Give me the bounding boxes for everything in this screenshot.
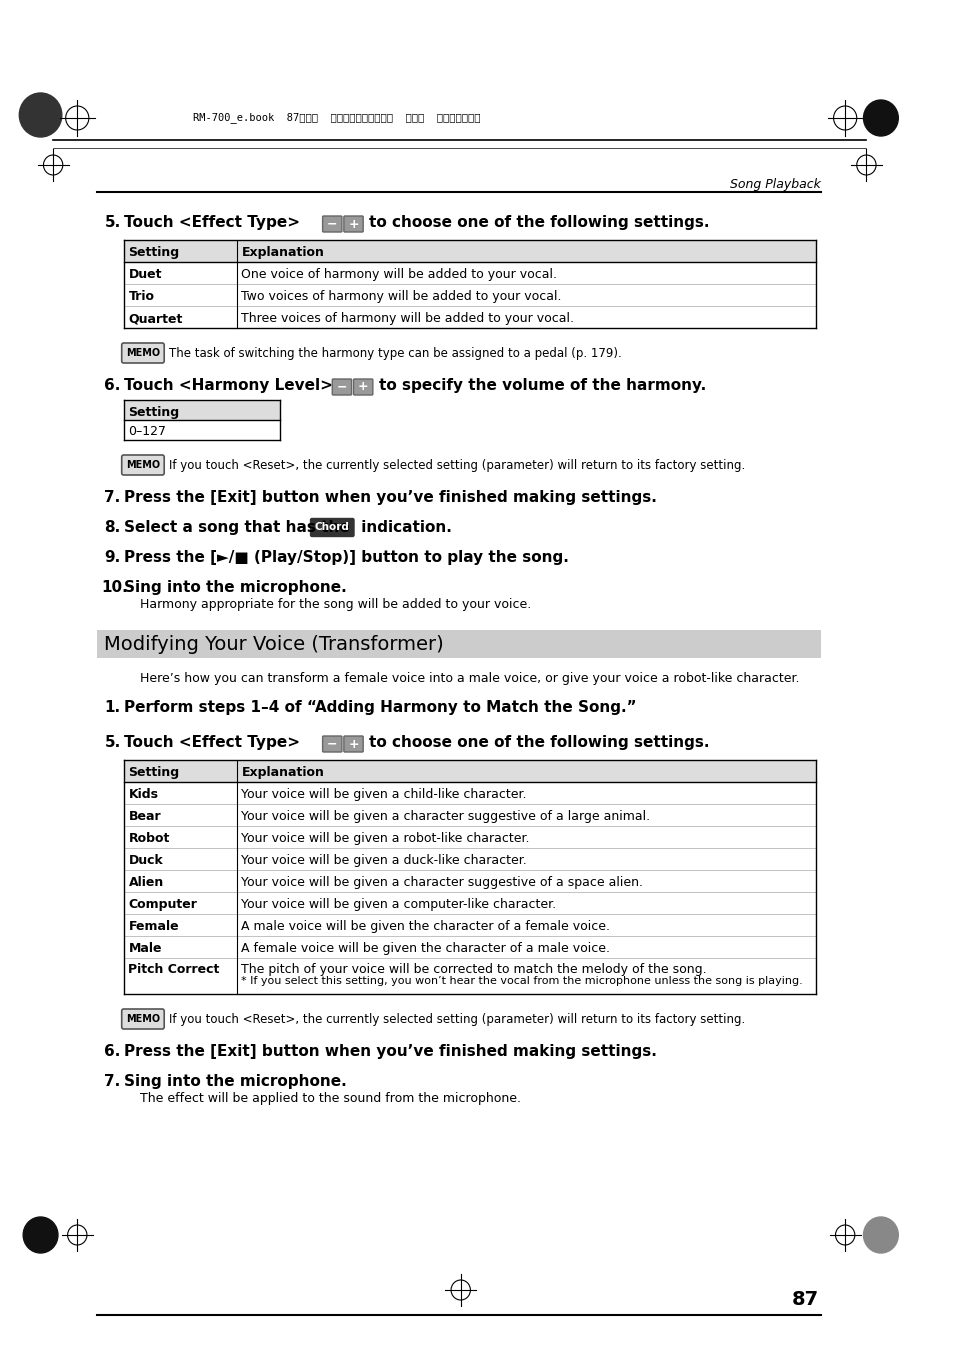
- Text: Setting: Setting: [129, 766, 179, 780]
- Text: MEMO: MEMO: [126, 1015, 160, 1024]
- Text: RM-700_e.book  87ページ  ２００９年３月１８日  水曜日  午前１１時５分: RM-700_e.book 87ページ ２００９年３月１８日 水曜日 午前１１時…: [193, 112, 480, 123]
- Circle shape: [23, 1217, 58, 1252]
- Text: −: −: [327, 218, 337, 231]
- Text: Quartet: Quartet: [129, 312, 183, 326]
- FancyBboxPatch shape: [122, 343, 164, 363]
- Text: to choose one of the following settings.: to choose one of the following settings.: [369, 215, 709, 230]
- Text: Your voice will be given a child-like character.: Your voice will be given a child-like ch…: [241, 788, 526, 801]
- FancyBboxPatch shape: [122, 455, 164, 476]
- Text: Modifying Your Voice (Transformer): Modifying Your Voice (Transformer): [104, 635, 443, 654]
- Text: Harmony appropriate for the song will be added to your voice.: Harmony appropriate for the song will be…: [140, 598, 531, 611]
- Text: Sing into the microphone.: Sing into the microphone.: [124, 580, 346, 594]
- Text: A female voice will be given the character of a male voice.: A female voice will be given the charact…: [241, 942, 610, 955]
- Text: Robot: Robot: [129, 832, 170, 844]
- Text: Your voice will be given a character suggestive of a space alien.: Your voice will be given a character sug…: [241, 875, 643, 889]
- Text: Alien: Alien: [129, 875, 164, 889]
- Text: * If you select this setting, you won’t hear the vocal from the microphone unles: * If you select this setting, you won’t …: [241, 975, 802, 986]
- FancyBboxPatch shape: [354, 380, 373, 394]
- Text: The pitch of your voice will be corrected to match the melody of the song.: The pitch of your voice will be correcte…: [241, 963, 706, 975]
- Text: Setting: Setting: [129, 407, 179, 419]
- Text: 0–127: 0–127: [129, 426, 166, 438]
- Text: Trio: Trio: [129, 290, 154, 303]
- Text: If you touch <Reset>, the currently selected setting (parameter) will return to : If you touch <Reset>, the currently sele…: [169, 1012, 744, 1025]
- FancyBboxPatch shape: [332, 380, 352, 394]
- Text: Bear: Bear: [129, 811, 161, 823]
- Bar: [96, 630, 821, 658]
- Text: +: +: [348, 218, 358, 231]
- Text: +: +: [357, 381, 368, 393]
- Text: 7.: 7.: [104, 490, 120, 505]
- Text: MEMO: MEMO: [126, 459, 160, 470]
- Text: Computer: Computer: [129, 898, 197, 911]
- FancyBboxPatch shape: [322, 736, 341, 753]
- Text: 10.: 10.: [101, 580, 128, 594]
- FancyBboxPatch shape: [311, 519, 354, 536]
- Text: Your voice will be given a computer-like character.: Your voice will be given a computer-like…: [241, 898, 556, 911]
- Bar: [124, 240, 816, 262]
- Text: The effect will be applied to the sound from the microphone.: The effect will be applied to the sound …: [140, 1092, 520, 1105]
- Text: One voice of harmony will be added to your vocal.: One voice of harmony will be added to yo…: [241, 267, 557, 281]
- Text: A male voice will be given the character of a female voice.: A male voice will be given the character…: [241, 920, 610, 934]
- Text: Setting: Setting: [129, 246, 179, 259]
- Circle shape: [862, 100, 898, 136]
- Circle shape: [19, 93, 62, 136]
- Text: 8.: 8.: [104, 520, 120, 535]
- Text: Here’s how you can transform a female voice into a male voice, or give your voic: Here’s how you can transform a female vo…: [140, 671, 799, 685]
- Text: 5.: 5.: [104, 215, 120, 230]
- Text: 9.: 9.: [104, 550, 120, 565]
- Text: Explanation: Explanation: [241, 246, 324, 259]
- Text: 1.: 1.: [104, 700, 120, 715]
- FancyBboxPatch shape: [343, 736, 363, 753]
- Text: Press the [Exit] button when you’ve finished making settings.: Press the [Exit] button when you’ve fini…: [124, 490, 656, 505]
- Text: Duck: Duck: [129, 854, 163, 867]
- Text: −: −: [336, 381, 347, 393]
- Circle shape: [862, 1217, 898, 1252]
- Text: 87: 87: [791, 1290, 819, 1309]
- Text: Three voices of harmony will be added to your vocal.: Three voices of harmony will be added to…: [241, 312, 574, 326]
- Text: Touch <Effect Type>: Touch <Effect Type>: [124, 215, 299, 230]
- Text: Touch <Effect Type>: Touch <Effect Type>: [124, 735, 299, 750]
- Text: Your voice will be given a robot-like character.: Your voice will be given a robot-like ch…: [241, 832, 530, 844]
- Text: If you touch <Reset>, the currently selected setting (parameter) will return to : If you touch <Reset>, the currently sele…: [169, 458, 744, 471]
- Text: 6.: 6.: [104, 378, 121, 393]
- Text: Male: Male: [129, 942, 162, 955]
- Text: Press the [►/■ (Play/Stop)] button to play the song.: Press the [►/■ (Play/Stop)] button to pl…: [124, 550, 568, 565]
- FancyBboxPatch shape: [122, 1009, 164, 1029]
- Text: Sing into the microphone.: Sing into the microphone.: [124, 1074, 346, 1089]
- Text: to specify the volume of the harmony.: to specify the volume of the harmony.: [378, 378, 705, 393]
- Text: Select a song that has the: Select a song that has the: [124, 520, 349, 535]
- Text: Perform steps 1–4 of “Adding Harmony to Match the Song.”: Perform steps 1–4 of “Adding Harmony to …: [124, 700, 636, 715]
- Text: Kids: Kids: [129, 788, 158, 801]
- Text: 5.: 5.: [104, 735, 120, 750]
- Text: Duet: Duet: [129, 267, 162, 281]
- Text: +: +: [348, 738, 358, 751]
- Text: The task of switching the harmony type can be assigned to a pedal (p. 179).: The task of switching the harmony type c…: [169, 346, 621, 359]
- Text: −: −: [327, 738, 337, 751]
- FancyBboxPatch shape: [343, 216, 363, 232]
- Text: MEMO: MEMO: [126, 349, 160, 358]
- Text: indication.: indication.: [356, 520, 452, 535]
- Text: Two voices of harmony will be added to your vocal.: Two voices of harmony will be added to y…: [241, 290, 561, 303]
- FancyBboxPatch shape: [322, 216, 341, 232]
- Text: Explanation: Explanation: [241, 766, 324, 780]
- Text: Your voice will be given a character suggestive of a large animal.: Your voice will be given a character sug…: [241, 811, 650, 823]
- Text: 6.: 6.: [104, 1044, 121, 1059]
- Bar: [124, 400, 280, 420]
- Text: to choose one of the following settings.: to choose one of the following settings.: [369, 735, 709, 750]
- Text: Chord: Chord: [314, 523, 350, 532]
- Text: Song Playback: Song Playback: [729, 178, 821, 190]
- Bar: [124, 761, 816, 782]
- Text: Pitch Correct: Pitch Correct: [129, 963, 219, 975]
- Text: Press the [Exit] button when you’ve finished making settings.: Press the [Exit] button when you’ve fini…: [124, 1044, 656, 1059]
- Text: Female: Female: [129, 920, 179, 934]
- Text: Touch <Harmony Level>: Touch <Harmony Level>: [124, 378, 333, 393]
- Text: Your voice will be given a duck-like character.: Your voice will be given a duck-like cha…: [241, 854, 527, 867]
- Text: 7.: 7.: [104, 1074, 120, 1089]
